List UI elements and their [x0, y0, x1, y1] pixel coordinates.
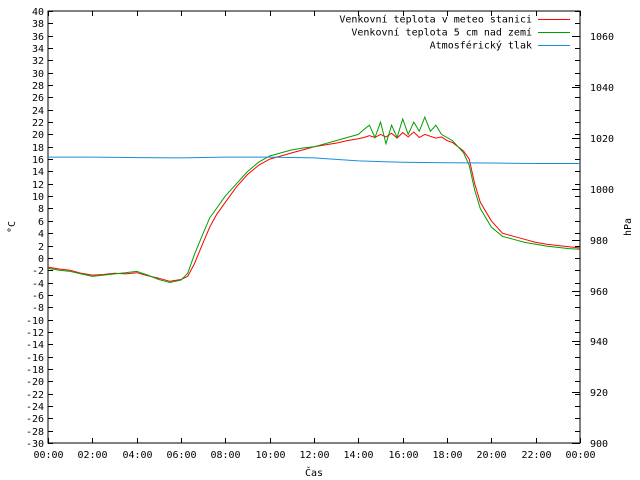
plot-frame — [47, 10, 581, 444]
x-tick-label: 00:00 — [33, 450, 63, 461]
legend: Venkovní teplota v meteo staniciVenkovní… — [339, 14, 570, 52]
y-tick-label: -20 — [26, 377, 44, 388]
y-tick-label: 2 — [38, 242, 44, 253]
y-tick-label: 20 — [32, 130, 44, 141]
y2-tick-label: 1040 — [590, 83, 614, 94]
y-tick-label: -4 — [32, 279, 44, 290]
y2-axis-ticks: 900 920 940 960 980 1000 1020 1040 1060 — [572, 32, 614, 450]
y-tick-label: 16 — [32, 155, 44, 166]
y-tick-label: -12 — [26, 328, 44, 339]
series-line-1 — [48, 131, 580, 282]
y2-tick-label: 940 — [590, 337, 608, 348]
y-tick-label: -24 — [26, 402, 44, 413]
x-tick-label: 20:00 — [476, 450, 506, 461]
y2-tick-label: 1000 — [590, 185, 614, 196]
y-tick-label: 32 — [32, 56, 44, 67]
series-line-2 — [48, 115, 580, 284]
y-tick-label: 0 — [38, 254, 44, 265]
x-tick-label: 22:00 — [521, 450, 551, 461]
y-tick-label: 18 — [32, 143, 44, 154]
y-tick-label: 40 — [32, 7, 44, 18]
series-lines — [48, 115, 580, 284]
y-tick-label: -6 — [32, 291, 44, 302]
y-tick-label: 8 — [38, 204, 44, 215]
series-line-3 — [48, 156, 580, 164]
x-tick-label: 00:00 — [565, 450, 595, 461]
y-tick-label: 26 — [32, 93, 44, 104]
y-tick-label: 28 — [32, 81, 44, 92]
y-tick-label: -18 — [26, 365, 44, 376]
y-tick-label: 38 — [32, 19, 44, 30]
y-tick-label: 36 — [32, 32, 44, 43]
y2-tick-label: 960 — [590, 287, 608, 298]
y2-tick-label: 920 — [590, 388, 608, 399]
y-tick-label: 22 — [32, 118, 44, 129]
y-tick-label: -10 — [26, 316, 44, 327]
y2-axis-label: hPa — [623, 218, 634, 236]
y2-tick-label: 900 — [590, 439, 608, 450]
y-tick-label: 34 — [32, 44, 44, 55]
y2-tick-label: 1020 — [590, 134, 614, 145]
y-tick-label: 4 — [38, 229, 44, 240]
y-tick-label: 6 — [38, 217, 44, 228]
x-tick-label: 14:00 — [343, 450, 373, 461]
x-tick-label: 12:00 — [299, 450, 329, 461]
y2-tick-label: 1060 — [590, 32, 614, 43]
x-tick-label: 18:00 — [432, 450, 462, 461]
y-tick-label: 24 — [32, 106, 44, 117]
y-axis-label: °C — [7, 221, 18, 233]
y-tick-label: 14 — [32, 167, 44, 178]
y-tick-label: -8 — [32, 303, 44, 314]
legend-label-2: Venkovní teplota 5 cm nad zemí — [351, 27, 532, 39]
y-tick-label: 10 — [32, 192, 44, 203]
x-tick-label: 10:00 — [255, 450, 285, 461]
plot-border — [47, 10, 581, 444]
y-tick-label: -14 — [26, 340, 44, 351]
legend-label-1: Venkovní teplota v meteo stanici — [339, 14, 532, 26]
x-tick-label: 06:00 — [166, 450, 196, 461]
y-tick-label: -28 — [26, 427, 44, 438]
x-tick-label: 04:00 — [122, 450, 152, 461]
y-axis-ticks: -30-28-26-24-22-20-18-16-14-12-10-8-6-4-… — [26, 7, 580, 450]
x-tick-label: 08:00 — [210, 450, 240, 461]
y-tick-label: 30 — [32, 69, 44, 80]
x-axis-label: Čas — [305, 466, 323, 479]
y-tick-label: 12 — [32, 180, 44, 191]
y-tick-label: -2 — [32, 266, 44, 277]
y-tick-label: -16 — [26, 353, 44, 364]
y-tick-label: -30 — [26, 439, 44, 450]
legend-label-3: Atmosférický tlak — [430, 40, 532, 52]
x-axis-ticks: 00:00 02:00 04:00 06:00 08:00 10:00 12:00 14:00… — [33, 11, 596, 461]
y2-tick-label: 980 — [590, 236, 608, 247]
x-tick-label: 02:00 — [77, 450, 107, 461]
y-tick-label: -26 — [26, 414, 44, 425]
x-tick-label: 16:00 — [388, 450, 418, 461]
y-tick-label: -22 — [26, 390, 44, 401]
